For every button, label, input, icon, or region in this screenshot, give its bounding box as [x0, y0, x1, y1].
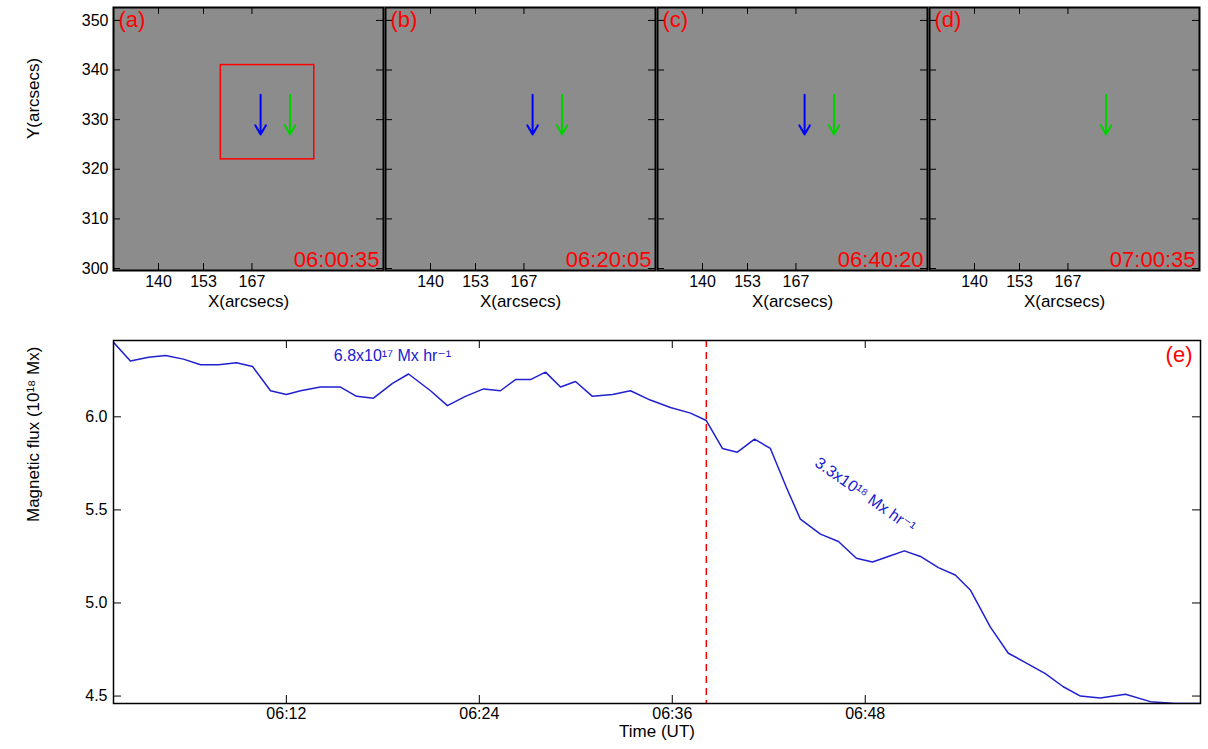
- svg-text:4.5: 4.5: [85, 687, 107, 704]
- svg-text:X(arcsecs): X(arcsecs): [480, 292, 561, 311]
- svg-text:167: 167: [239, 273, 266, 290]
- svg-text:340: 340: [82, 61, 109, 78]
- svg-text:07:00:35: 07:00:35: [1110, 247, 1196, 272]
- svg-text:167: 167: [1055, 273, 1082, 290]
- svg-text:153: 153: [462, 273, 489, 290]
- svg-text:06:12: 06:12: [266, 705, 306, 722]
- svg-text:Y(arcsecs): Y(arcsecs): [24, 58, 43, 139]
- svg-text:5.0: 5.0: [85, 594, 107, 611]
- svg-text:06:36: 06:36: [652, 705, 692, 722]
- svg-text:330: 330: [82, 111, 109, 128]
- svg-text:153: 153: [734, 273, 761, 290]
- svg-text:(e): (e): [1166, 342, 1193, 367]
- svg-text:X(arcsecs): X(arcsecs): [1024, 292, 1105, 311]
- svg-text:(c): (c): [663, 7, 689, 32]
- svg-text:(d): (d): [935, 7, 962, 32]
- svg-text:167: 167: [511, 273, 538, 290]
- svg-text:140: 140: [417, 273, 444, 290]
- svg-text:140: 140: [689, 273, 716, 290]
- svg-text:320: 320: [82, 160, 109, 177]
- svg-text:3.3x10¹⁸ Mx hr⁻¹: 3.3x10¹⁸ Mx hr⁻¹: [812, 454, 919, 536]
- svg-text:6.8x10¹⁷ Mx hr⁻¹: 6.8x10¹⁷ Mx hr⁻¹: [334, 347, 451, 364]
- svg-text:Time (UT): Time (UT): [619, 722, 695, 741]
- svg-text:(a): (a): [119, 7, 146, 32]
- svg-text:310: 310: [82, 210, 109, 227]
- svg-text:300: 300: [82, 260, 109, 277]
- svg-text:6.0: 6.0: [85, 408, 107, 425]
- svg-text:167: 167: [783, 273, 810, 290]
- svg-text:5.5: 5.5: [85, 501, 107, 518]
- svg-text:Magnetic flux (10¹⁸ Mx): Magnetic flux (10¹⁸ Mx): [24, 347, 43, 522]
- svg-text:140: 140: [961, 273, 988, 290]
- svg-text:350: 350: [82, 12, 109, 29]
- svg-text:(b): (b): [391, 7, 418, 32]
- svg-text:X(arcsecs): X(arcsecs): [208, 292, 289, 311]
- svg-text:06:48: 06:48: [845, 705, 885, 722]
- svg-text:153: 153: [1006, 273, 1033, 290]
- svg-text:06:00:35: 06:00:35: [294, 247, 380, 272]
- svg-text:140: 140: [145, 273, 172, 290]
- svg-text:06:20:05: 06:20:05: [566, 247, 652, 272]
- svg-text:06:24: 06:24: [459, 705, 499, 722]
- svg-text:06:40:20: 06:40:20: [838, 247, 924, 272]
- svg-text:153: 153: [190, 273, 217, 290]
- svg-text:X(arcsecs): X(arcsecs): [752, 292, 833, 311]
